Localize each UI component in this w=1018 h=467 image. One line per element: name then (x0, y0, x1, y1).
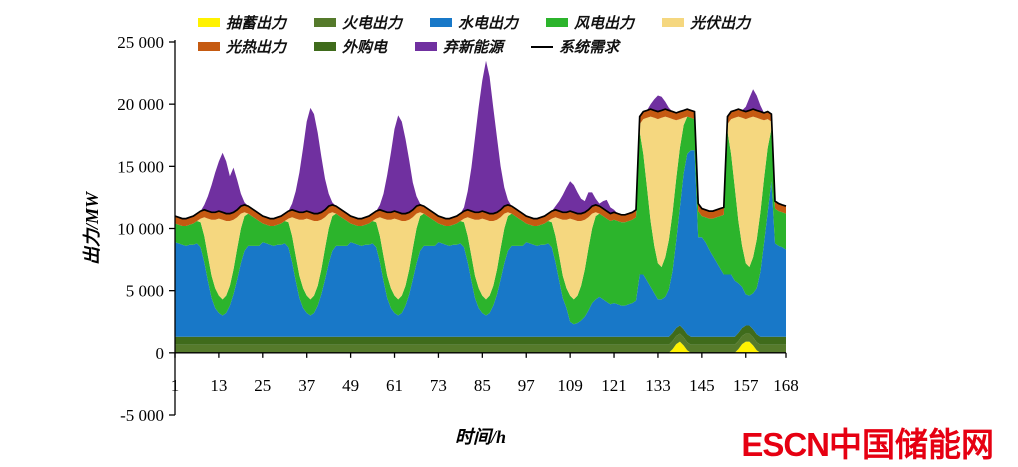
y-tick-label: 5 000 (126, 282, 164, 301)
legend-swatch-curtailed-renewable (415, 42, 438, 51)
watermark-escn: ESCN (741, 426, 830, 463)
x-tick-label: 109 (557, 376, 583, 395)
legend-swatch-purchased-power (314, 42, 337, 51)
series-area-hydro-output (175, 150, 786, 337)
y-tick-label: 10 000 (117, 220, 164, 239)
x-tick-label: 145 (689, 376, 715, 395)
series-area-pv-output (175, 116, 786, 300)
y-tick-label: 15 000 (117, 157, 164, 176)
series-area-wind-output (175, 116, 786, 325)
x-tick-label: 61 (386, 376, 403, 395)
series-area-csp-output (175, 109, 786, 226)
x-tick-label: 121 (601, 376, 627, 395)
legend-label: 外购电 (342, 40, 388, 56)
y-tick-label: 20 000 (117, 95, 164, 114)
legend-item-pv-output: 光伏出力 (662, 12, 750, 33)
legend-label: 弃新能源 (443, 40, 504, 56)
x-tick-label: 168 (773, 376, 799, 395)
legend-swatch-pv-output (662, 18, 685, 27)
x-tick-label: 25 (254, 376, 271, 395)
legend-swatch-wind-output (546, 18, 569, 27)
legend-swatch-system-demand (531, 45, 554, 48)
y-axis-title: 出力/MW (82, 190, 102, 265)
legend-row: 光热出力 外购电 弃新能源 系统需求 (198, 36, 750, 57)
series-area-thermal-output (175, 333, 786, 353)
x-tick-label: 85 (474, 376, 491, 395)
legend-item-purchased-power: 外购电 (314, 36, 387, 57)
legend-item-wind-output: 风电出力 (546, 12, 634, 33)
y-tick-label: 25 000 (117, 33, 164, 52)
legend-item-thermal-output: 火电出力 (314, 12, 402, 33)
series-area-curtailed-renewable (175, 60, 786, 219)
legend-item-hydro-output: 水电出力 (430, 12, 518, 33)
watermark-site: 中国储能网 (829, 426, 994, 463)
x-tick-label: 97 (518, 376, 536, 395)
legend-label: 火电出力 (342, 16, 403, 32)
series-area-purchased-power (175, 325, 786, 345)
x-tick-label: 157 (733, 376, 759, 395)
legend-label: 光热出力 (226, 40, 287, 56)
series-line-system-demand (174, 108, 787, 220)
x-tick-label: 133 (645, 376, 671, 395)
legend-swatch-pumped-storage-output (198, 18, 220, 27)
legend-swatch-thermal-output (314, 18, 337, 27)
legend-label: 抽蓄出力 (226, 16, 287, 32)
legend-item-system-demand: 系统需求 (531, 36, 619, 57)
watermark: ESCN中国储能网 (741, 428, 994, 461)
chart-legend: 抽蓄出力 火电出力 水电出力 风电出力 光伏出力光热出力 外购电 弃新能源 系统需求 (198, 12, 750, 57)
legend-item-curtailed-renewable: 弃新能源 (415, 36, 503, 57)
legend-label: 水电出力 (458, 16, 519, 32)
legend-swatch-csp-output (198, 42, 220, 51)
legend-item-csp-output: 光热出力 (198, 36, 286, 57)
x-tick-label: 13 (210, 376, 227, 395)
legend-row: 抽蓄出力 火电出力 水电出力 风电出力 光伏出力 (198, 12, 750, 33)
x-tick-label: 49 (342, 376, 359, 395)
legend-label: 系统需求 (559, 40, 620, 56)
y-tick-label: 0 (156, 344, 165, 363)
legend-item-pumped-storage-output: 抽蓄出力 (198, 12, 286, 33)
x-axis-title: 时间/h (455, 427, 506, 447)
legend-swatch-hydro-output (430, 18, 453, 27)
y-tick-label: -5 000 (120, 406, 164, 425)
x-tick-label: 1 (171, 376, 180, 395)
legend-label: 光伏出力 (690, 16, 751, 32)
x-tick-label: 73 (430, 376, 447, 395)
legend-label: 风电出力 (574, 16, 635, 32)
x-tick-label: 37 (298, 376, 316, 395)
